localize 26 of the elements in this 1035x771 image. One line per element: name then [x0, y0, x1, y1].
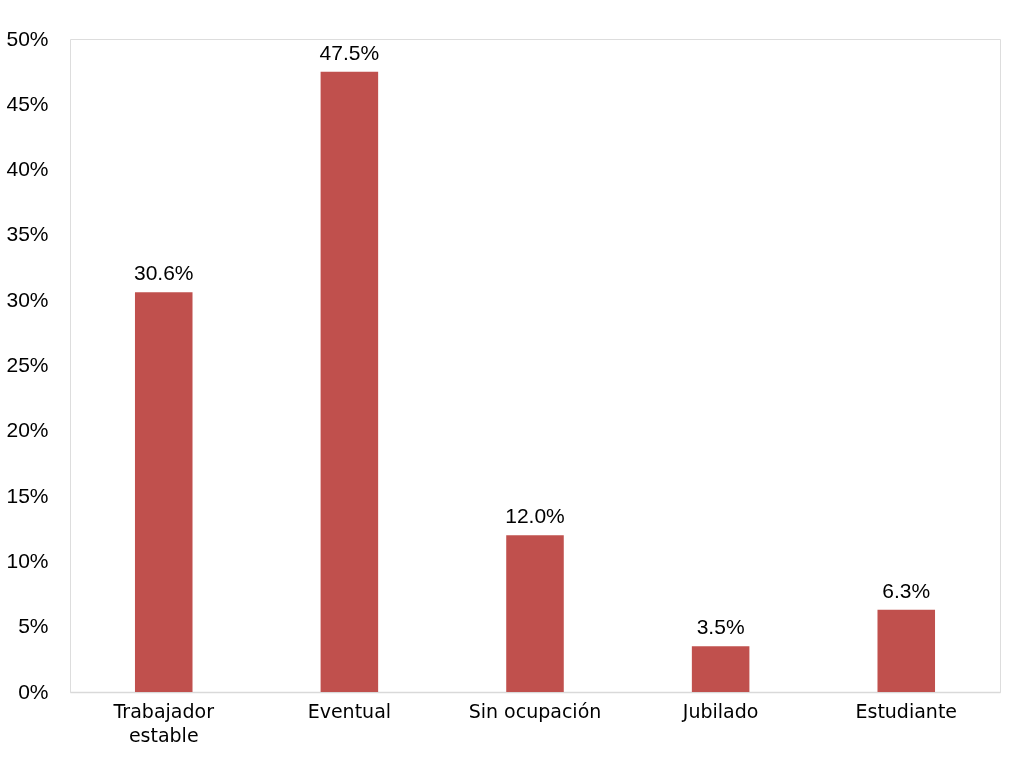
y-tick-label: 25% [6, 353, 49, 376]
data-label: 30.6% [133, 261, 194, 285]
x-tick-label: Eventual [307, 699, 392, 722]
bar [320, 71, 379, 692]
bar [877, 609, 936, 692]
y-tick-label: 0% [18, 679, 49, 703]
x-tick-label: Sin ocupación [468, 699, 602, 722]
bar [691, 646, 750, 692]
y-tick-label: 50% [6, 26, 49, 50]
x-tick-label: Jubilado [681, 699, 759, 722]
y-tick-label: 45% [6, 91, 49, 115]
y-tick-label: 35% [6, 222, 49, 246]
y-tick-label: 5% [18, 614, 49, 638]
x-tick-label: Estudiante [855, 699, 958, 722]
data-label: 6.3% [882, 578, 931, 602]
y-tick-label: 10% [6, 548, 49, 572]
y-tick-label: 40% [6, 157, 49, 181]
data-label: 47.5% [319, 40, 380, 64]
data-label: 3.5% [696, 615, 745, 639]
y-tick-label: 30% [6, 287, 49, 311]
x-tick-label: Trabajador estable [112, 699, 215, 746]
y-tick-label: 20% [6, 418, 49, 442]
bar [506, 535, 564, 692]
y-tick-label: 15% [6, 483, 49, 507]
data-label: 12.0% [505, 504, 565, 528]
bar [134, 292, 193, 692]
